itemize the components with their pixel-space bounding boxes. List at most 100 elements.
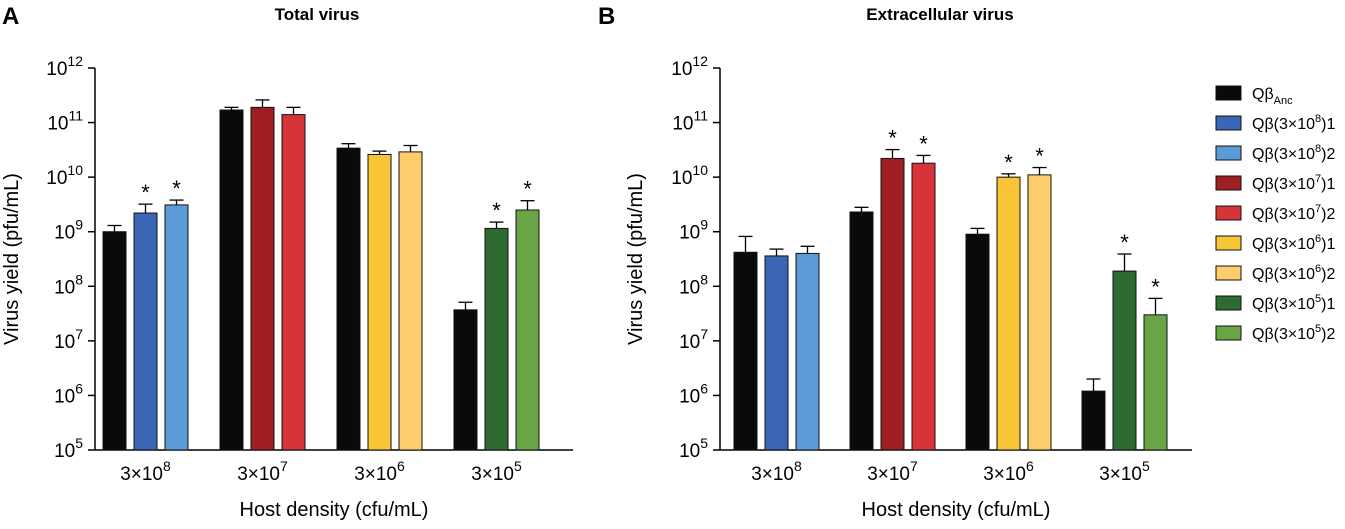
legend-label: Qβ(3×106)1 <box>1252 233 1335 253</box>
legend-swatch <box>1215 85 1242 101</box>
significance-star: * <box>1004 150 1013 175</box>
bar-q_3e7_2 <box>281 114 306 451</box>
y-tick-label: 108 <box>54 271 83 298</box>
bar-anc <box>219 109 244 451</box>
legend-item: Qβ(3×107)1 <box>1215 173 1335 193</box>
legend-label: Qβ(3×105)1 <box>1252 293 1335 313</box>
y-tick-label: 1010 <box>46 162 83 189</box>
bar-q_3e6_1 <box>367 153 392 451</box>
bar-q_3e5_1 <box>484 227 509 451</box>
bar-q_3e7_2 <box>911 162 936 451</box>
bar-q_3e8_2 <box>164 204 189 451</box>
legend-label: Qβ(3×108)2 <box>1252 143 1335 163</box>
legend-label: Qβ(3×107)2 <box>1252 203 1335 223</box>
bar-anc <box>733 251 758 451</box>
legend-swatch <box>1215 325 1242 341</box>
panel-a: A Total virus 105 106 107 108 109 1010 1011 101… <box>1 3 573 521</box>
x-axis-label: Host density (cfu/mL) <box>240 499 429 521</box>
y-axis-label: Virus yield (pfu/mL) <box>625 173 647 345</box>
legend-label: Qβ(3×107)1 <box>1252 173 1335 193</box>
y-tick-label: 105 <box>54 435 83 462</box>
legend-swatch <box>1215 175 1242 191</box>
bar-group: * * 3×105 <box>1081 230 1168 485</box>
bar-q_3e8_1 <box>133 212 158 451</box>
bar-anc <box>1081 390 1106 451</box>
y-axis-label: Virus yield (pfu/mL) <box>1 173 23 345</box>
y-tick-label: 106 <box>679 380 708 407</box>
significance-star: * <box>919 131 928 156</box>
x-category-label: 3×107 <box>867 458 918 485</box>
bar-q_3e6_2 <box>1027 174 1052 451</box>
bar-q_3e7_1 <box>880 157 905 451</box>
legend-swatch <box>1215 145 1242 161</box>
y-tick-label: 105 <box>679 435 708 462</box>
bar-q_3e7_1 <box>250 106 275 451</box>
y-tick-label: 1012 <box>671 53 708 80</box>
significance-star: * <box>141 180 150 205</box>
significance-star: * <box>1151 274 1160 299</box>
y-tick-label: 109 <box>54 217 83 244</box>
legend-item: Qβ(3×106)2 <box>1215 263 1335 283</box>
bar-q_3e6_2 <box>398 151 423 451</box>
legend-item: Qβ(3×108)1 <box>1215 113 1335 133</box>
legend-swatch <box>1215 265 1242 281</box>
legend-swatch <box>1215 235 1242 251</box>
bar-q_3e5_2 <box>515 209 540 451</box>
bar-q_3e6_1 <box>996 176 1021 451</box>
x-category-label: 3×106 <box>983 458 1034 485</box>
significance-star: * <box>1035 144 1044 169</box>
significance-star: * <box>523 177 532 202</box>
legend-label: Qβ(3×108)1 <box>1252 113 1335 133</box>
chart-title: Extracellular virus <box>866 5 1013 24</box>
legend-item: Qβ(3×108)2 <box>1215 143 1335 163</box>
bar-group: * * 3×108 <box>102 176 189 485</box>
legend-item: Qβ(3×105)1 <box>1215 293 1335 313</box>
y-tick-label: 1012 <box>46 53 83 80</box>
legend-item: QβAnc <box>1215 85 1293 107</box>
y-tick-label: 1011 <box>672 108 708 135</box>
legend-label: Qβ(3×105)2 <box>1252 323 1335 343</box>
y-tick-label: 109 <box>679 217 708 244</box>
bar-q_3e5_2 <box>1143 314 1168 451</box>
significance-star: * <box>492 198 501 223</box>
bar-group: * * 3×105 <box>453 177 540 485</box>
legend-label: Qβ(3×106)2 <box>1252 263 1335 283</box>
legend-item: Qβ(3×105)2 <box>1215 323 1335 343</box>
significance-star: * <box>1120 230 1129 255</box>
bar-anc <box>965 233 990 451</box>
significance-star: * <box>888 126 897 151</box>
bar-anc <box>102 231 127 451</box>
legend-item: Qβ(3×107)2 <box>1215 203 1335 223</box>
bar-q_3e8_2 <box>795 252 820 451</box>
bar-group: 3×107 <box>219 99 306 485</box>
y-tick-label: 107 <box>54 326 83 353</box>
legend-swatch <box>1215 295 1242 311</box>
legend-swatch <box>1215 115 1242 131</box>
x-axis-label: Host density (cfu/mL) <box>862 499 1051 521</box>
x-category-label: 3×106 <box>354 458 405 485</box>
bar-group: 3×106 <box>336 143 423 485</box>
bar-group: * * 3×106 <box>965 144 1052 485</box>
legend-label: QβAnc <box>1252 86 1293 107</box>
panel-letter: B <box>598 3 615 30</box>
bar-group: 3×108 <box>733 235 820 485</box>
x-category-label: 3×105 <box>1099 458 1150 485</box>
legend-swatch <box>1215 205 1242 221</box>
x-category-label: 3×105 <box>471 458 522 485</box>
chart-title: Total virus <box>275 5 360 24</box>
y-tick-label: 1011 <box>47 108 83 135</box>
x-category-label: 3×108 <box>751 458 802 485</box>
significance-star: * <box>172 176 181 201</box>
y-tick-label: 106 <box>54 380 83 407</box>
panel-letter: A <box>2 3 19 30</box>
x-category-label: 3×108 <box>120 458 171 485</box>
y-tick-label: 108 <box>679 271 708 298</box>
bar-anc <box>849 211 874 451</box>
x-category-label: 3×107 <box>237 458 288 485</box>
legend: QβAnc Qβ(3×108)1 Qβ(3×108)2 Qβ(3×107)1 Qβ(3×… <box>1215 85 1335 343</box>
bar-anc <box>453 309 478 451</box>
y-tick-label: 1010 <box>671 162 708 189</box>
bar-q_3e5_1 <box>1112 270 1137 451</box>
